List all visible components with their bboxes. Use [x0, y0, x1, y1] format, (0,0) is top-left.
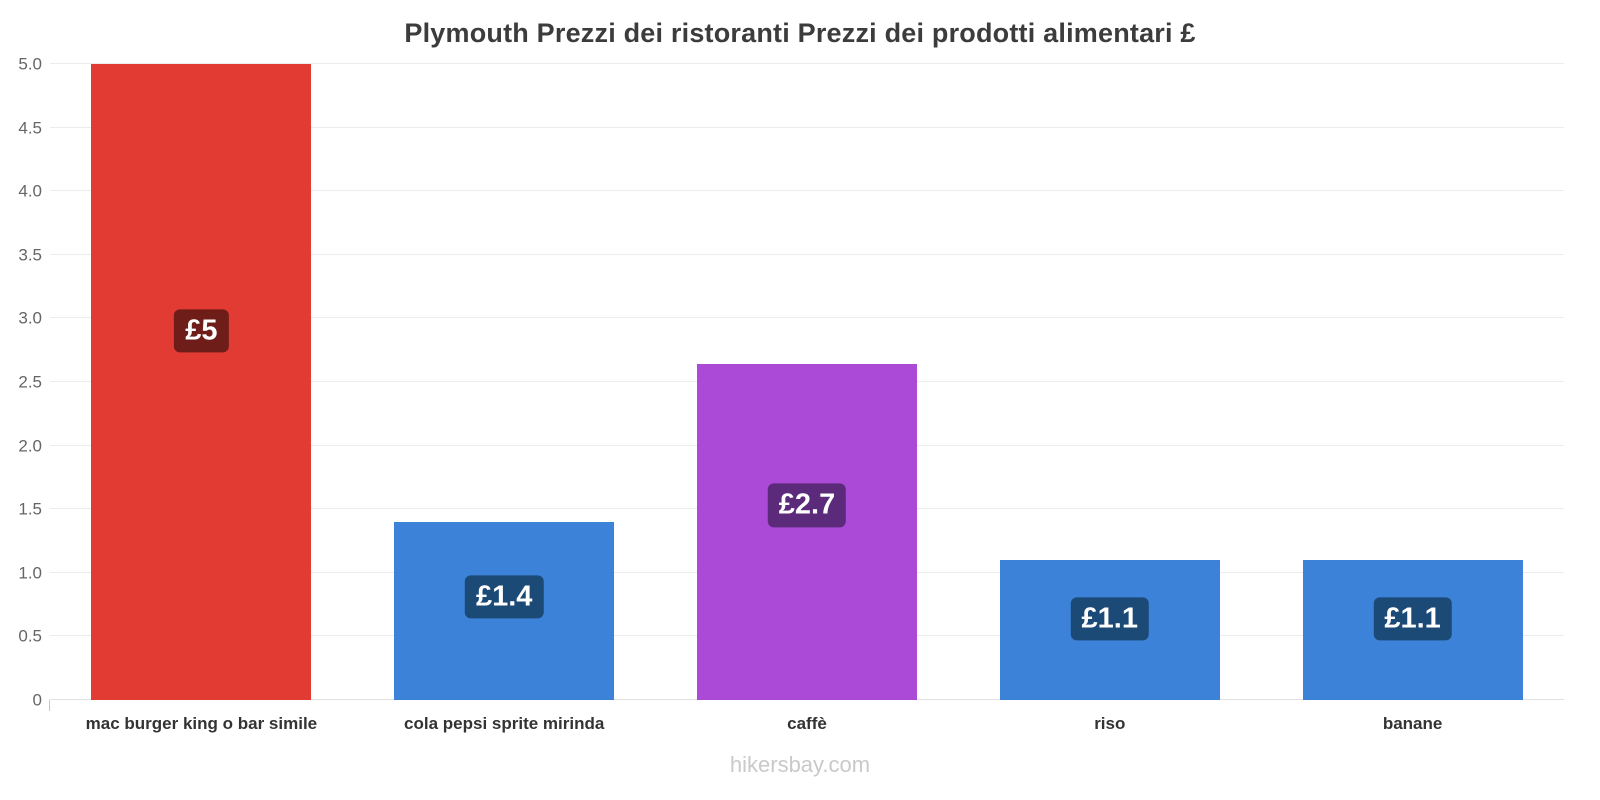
- gridline: [50, 190, 1564, 192]
- bar-value-badge: £2.7: [767, 483, 847, 527]
- bar: £5: [91, 64, 312, 700]
- gridline: [50, 126, 1564, 128]
- y-tick-label: 0.5: [18, 626, 42, 646]
- bar-value-badge: £1.1: [1373, 597, 1452, 641]
- y-tick-label: 3.5: [18, 245, 42, 265]
- y-tick-label: 0: [32, 690, 42, 710]
- plot-area: £5 £1.4 £2.7 £1.1 £1.1: [50, 63, 1564, 700]
- x-axis-label: caffè: [787, 714, 827, 733]
- y-tick-label: 4.5: [18, 118, 42, 138]
- gridline: [50, 63, 1564, 64]
- y-tick-label: 2.0: [18, 436, 42, 456]
- y-tick-label: 3.0: [18, 308, 42, 328]
- x-axis-label: mac burger king o bar simile: [85, 714, 318, 733]
- x-axis-origin-tick: [49, 700, 50, 711]
- bar-slot: £1.1: [1261, 64, 1564, 700]
- gridline: [50, 253, 1564, 255]
- bar: £2.7: [696, 364, 917, 700]
- bar-slot: £1.1: [958, 64, 1261, 700]
- y-tick-label: 1.5: [18, 499, 42, 519]
- y-tick-label: 5.0: [18, 54, 42, 74]
- bar: £1.1: [999, 560, 1220, 700]
- bar-value-badge: £1.1: [1070, 597, 1150, 641]
- x-axis-label: riso: [1094, 714, 1126, 733]
- y-tick-label: 1.0: [18, 563, 42, 583]
- watermark: hikersbay.com: [729, 752, 871, 777]
- bars-container: £5 £1.4 £2.7 £1.1 £1.1: [50, 64, 1564, 700]
- y-tick-label: 4.0: [18, 181, 42, 201]
- bar-slot: £1.4: [353, 64, 656, 700]
- bar: £1.4: [394, 521, 615, 700]
- gridline: [50, 317, 1564, 319]
- y-tick-label: 2.5: [18, 372, 42, 392]
- bar-value-badge: £1.4: [464, 575, 544, 619]
- bar-slot: £5: [50, 64, 353, 700]
- x-axis-label: banane: [1382, 714, 1443, 733]
- x-axis-label: cola pepsi sprite mirinda: [404, 714, 605, 733]
- bar-value-badge: £5: [174, 309, 229, 353]
- chart-title: Plymouth Prezzi dei ristoranti Prezzi de…: [404, 18, 1196, 48]
- y-axis-labels: 0 0.5 1.0 1.5 2.0 2.5 3.0 3.5 4.0 4.5 5.0: [0, 56, 42, 709]
- bar: £1.1: [1302, 560, 1523, 700]
- x-axis-labels: mac burger king o bar simile cola pepsi s…: [50, 714, 1564, 734]
- bar-slot: £2.7: [656, 64, 959, 700]
